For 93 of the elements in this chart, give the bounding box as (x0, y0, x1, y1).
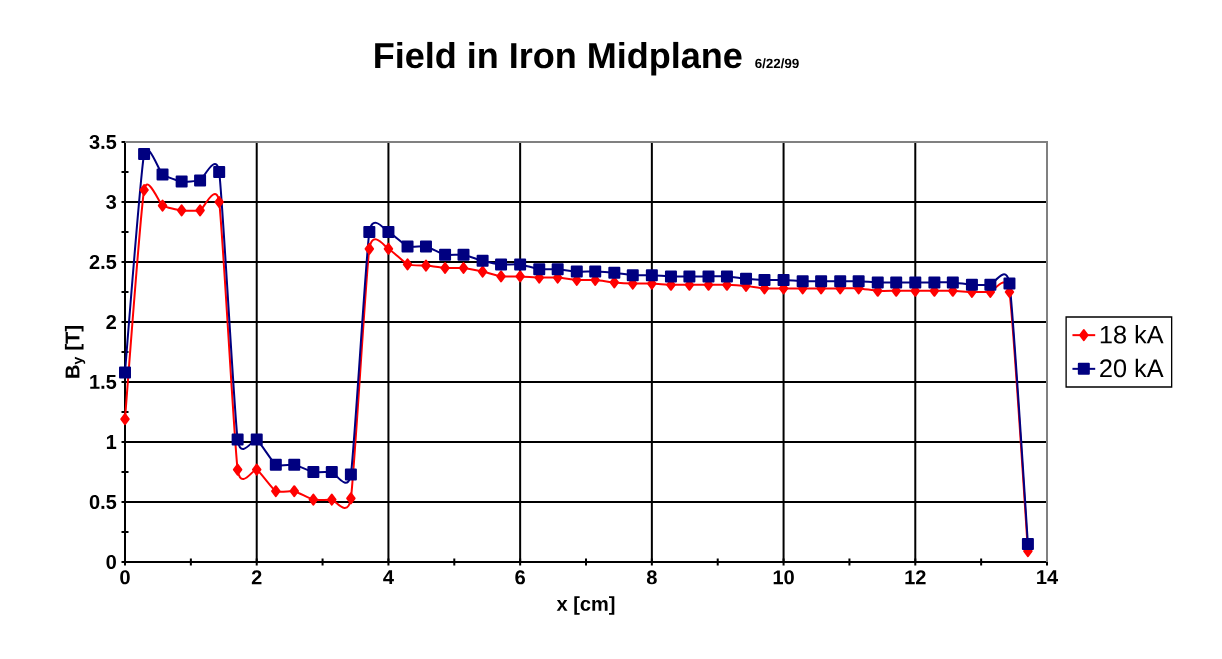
chart-subtitle: 6/22/99 (755, 58, 799, 69)
point (834, 275, 847, 288)
x-tick-label: 10 (773, 570, 794, 585)
point (439, 248, 452, 261)
point (401, 240, 414, 253)
point (119, 366, 132, 379)
point (458, 262, 469, 274)
x-tick-label: 6 (515, 570, 525, 585)
y-tick-label: 3 (106, 194, 117, 210)
point (815, 275, 828, 288)
x-tick-label: 4 (383, 570, 394, 584)
point (250, 433, 263, 446)
x-tick-label: 12 (905, 570, 926, 585)
y-axis-title: B$_{y}$ [T] (64, 326, 86, 378)
point (231, 433, 244, 446)
point (589, 265, 602, 278)
point (308, 493, 319, 506)
y-tick-label: 2.5 (89, 254, 117, 270)
point (664, 270, 677, 283)
x-tick-label: 0 (120, 570, 130, 585)
point (965, 278, 978, 291)
point (213, 166, 226, 178)
point (325, 466, 338, 478)
point (758, 274, 771, 286)
y-tick-label: 1.5 (90, 375, 117, 389)
point (344, 468, 357, 481)
point (777, 274, 790, 286)
point (139, 184, 149, 196)
legend-label: 20 kA (1100, 358, 1164, 378)
point (175, 175, 188, 188)
point (271, 485, 281, 498)
point (570, 265, 583, 278)
point (402, 258, 413, 271)
point (327, 493, 337, 506)
point (720, 270, 733, 283)
point (740, 272, 753, 285)
point (608, 266, 621, 279)
point (364, 242, 375, 255)
point (421, 259, 431, 272)
point (269, 458, 282, 471)
point (419, 240, 432, 253)
point (551, 263, 564, 276)
y-tick-label: 0.5 (89, 494, 117, 510)
y-tick-label: 0 (106, 554, 116, 570)
point (683, 270, 696, 283)
point (363, 226, 376, 238)
x-axis-title: x [cm] (556, 596, 615, 615)
point (138, 148, 151, 160)
point (626, 269, 639, 282)
point (984, 278, 997, 291)
point (289, 485, 300, 498)
point (909, 276, 922, 289)
point (796, 275, 809, 288)
point (1021, 537, 1034, 550)
x-tick-label: 14 (1037, 570, 1059, 584)
point (251, 463, 262, 476)
point (871, 276, 884, 289)
point (928, 276, 941, 289)
point (195, 204, 205, 217)
point (645, 269, 658, 282)
point (232, 463, 243, 476)
point (476, 254, 489, 267)
x-tick-label: 2 (251, 570, 262, 585)
point (1003, 277, 1016, 290)
point (515, 270, 525, 283)
point (288, 458, 301, 471)
point (194, 174, 207, 187)
chart-title: Field in Iron Midplane (375, 41, 742, 76)
point (346, 492, 356, 505)
point (495, 258, 508, 271)
legend-label: 18 kA (1100, 324, 1164, 344)
point (533, 263, 546, 276)
point (307, 466, 320, 478)
point (383, 242, 394, 255)
point (382, 226, 395, 238)
point (176, 204, 187, 217)
point (457, 248, 470, 261)
point (440, 262, 450, 274)
x-tick-label: 8 (646, 570, 657, 585)
point (890, 276, 903, 289)
y-tick-label: 2 (106, 315, 116, 329)
point (514, 258, 527, 271)
point (120, 413, 130, 426)
point (852, 275, 865, 288)
point (156, 168, 169, 181)
point (157, 199, 168, 212)
y-tick-label: 1 (106, 435, 117, 449)
point (496, 270, 506, 283)
point (477, 265, 488, 278)
point (946, 276, 959, 289)
point (214, 196, 224, 208)
point (702, 270, 715, 283)
y-tick-label: 3.5 (89, 134, 117, 150)
